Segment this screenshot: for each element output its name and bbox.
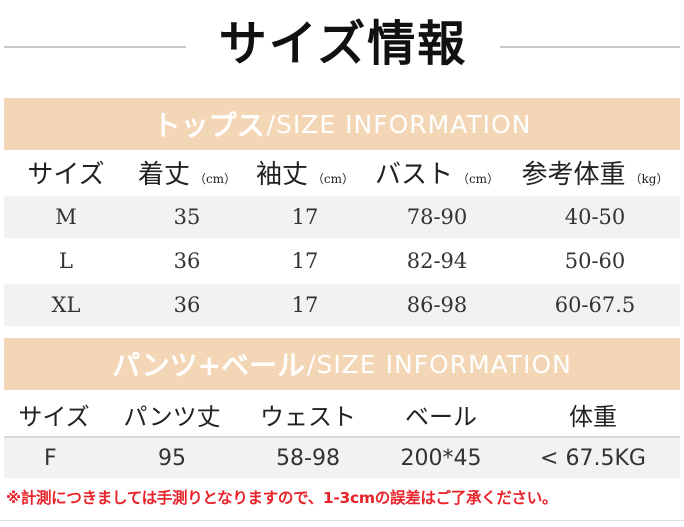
table-row: F 95 58-98 200*45 < 67.5KG — [4, 437, 680, 478]
title-divider-left — [4, 46, 186, 48]
tops-section-header: トップス /SIZE INFORMATION — [4, 98, 680, 150]
bottom-divider — [0, 520, 684, 521]
table-header-row: サイズ パンツ丈 ウェスト ベール 体重 — [4, 392, 680, 438]
table-cell: 35 — [128, 195, 246, 240]
column-header-label: 袖丈 — [255, 159, 308, 190]
table-cell: 17 — [246, 283, 364, 328]
pants-section-title: パンツ+ベール — [112, 349, 306, 382]
table-cell: < 67.5KG — [506, 437, 680, 478]
table-cell: 50-60 — [510, 239, 680, 284]
table-cell: 17 — [246, 195, 364, 240]
table-cell: XL — [4, 283, 128, 328]
table-row: XL 36 17 86-98 60-67.5 — [4, 283, 680, 328]
title-area: サイズ情報 — [0, 0, 684, 86]
column-header-label: 参考体重 — [521, 159, 626, 190]
table-cell: 60-67.5 — [510, 283, 680, 328]
table-cell: 36 — [128, 283, 246, 328]
column-header-bust: バスト （cm） — [364, 150, 510, 196]
table-cell: 95 — [104, 437, 240, 478]
table-cell: 200*45 — [376, 437, 506, 478]
column-header-length: 着丈 （cm） — [128, 150, 246, 196]
column-header-weight: 体重 — [506, 392, 680, 438]
column-header-label: 着丈 — [137, 159, 190, 190]
column-header-label: バスト — [374, 159, 453, 190]
tops-section-subtitle: /SIZE INFORMATION — [266, 109, 532, 139]
column-header-veil: ベール — [376, 392, 506, 438]
pants-section-header: パンツ+ベール /SIZE INFORMATION — [4, 338, 680, 390]
table-cell: 82-94 — [364, 239, 510, 284]
table-cell: L — [4, 239, 128, 284]
table-cell: 17 — [246, 239, 364, 284]
column-header-unit: （cm） — [456, 171, 500, 186]
column-header-unit: （cm） — [311, 171, 355, 186]
table-cell: 86-98 — [364, 283, 510, 328]
tops-section-title: トップス — [152, 109, 265, 142]
table-cell: 78-90 — [364, 195, 510, 240]
column-header-label: サイズ — [27, 159, 105, 190]
table-cell: M — [4, 195, 128, 240]
table-row: M 35 17 78-90 40-50 — [4, 195, 680, 240]
column-header-size: サイズ — [4, 392, 104, 438]
table-header-row: サイズ 着丈 （cm） 袖丈 （cm） バスト （cm） 参考体重 （kg） — [4, 150, 680, 196]
table-cell: 58-98 — [240, 437, 376, 478]
column-header-unit: （kg） — [629, 171, 669, 186]
table-cell: F — [4, 437, 104, 478]
page-title: サイズ情報 — [218, 16, 468, 72]
column-header-sleeve: 袖丈 （cm） — [246, 150, 364, 196]
table-cell: 40-50 — [510, 195, 680, 240]
column-header-weight: 参考体重 （kg） — [510, 150, 680, 196]
title-divider-right — [500, 46, 680, 48]
pants-size-table: サイズ パンツ丈 ウェスト ベール 体重 F 95 58-98 200*45 <… — [4, 392, 680, 478]
measurement-note: ※計測につきましては手測りとなりますので、1-3cmの誤差はご了承ください。 — [6, 489, 558, 507]
pants-section-subtitle: /SIZE INFORMATION — [307, 349, 572, 379]
column-header-pants-length: パンツ丈 — [104, 392, 240, 438]
column-header-unit: （cm） — [193, 171, 237, 186]
column-header-waist: ウェスト — [240, 392, 376, 438]
tops-size-table: サイズ 着丈 （cm） 袖丈 （cm） バスト （cm） 参考体重 （kg） M 35 … — [4, 150, 680, 328]
table-row: L 36 17 82-94 50-60 — [4, 239, 680, 284]
table-cell: 36 — [128, 239, 246, 284]
column-header-size: サイズ — [4, 150, 128, 196]
